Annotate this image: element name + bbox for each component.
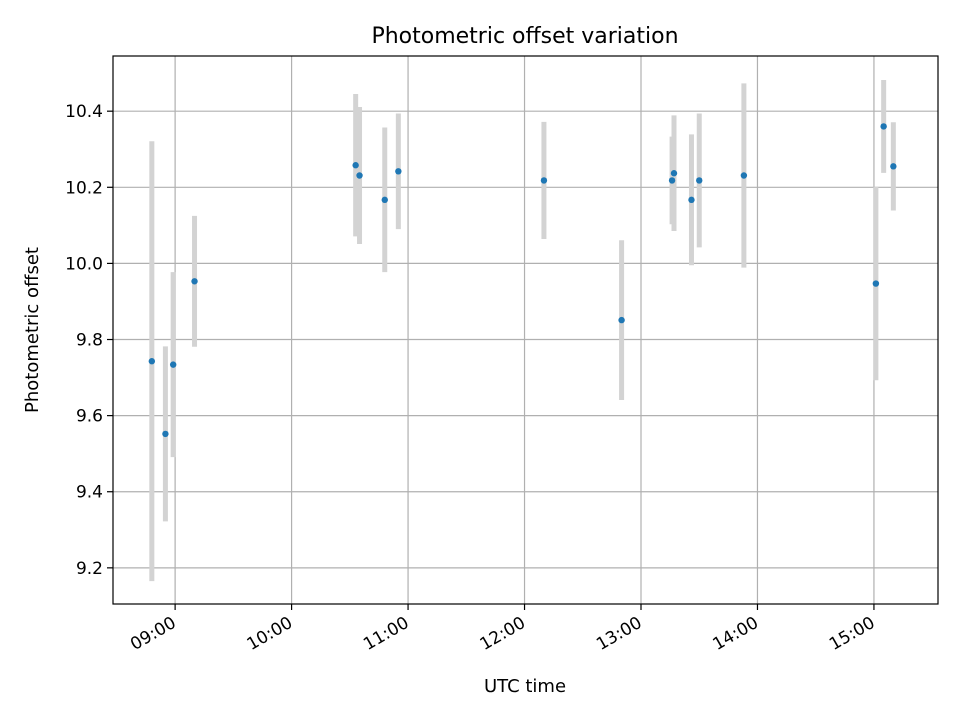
y-tick-label: 9.2 [76, 559, 103, 579]
plot-frame [112, 55, 939, 605]
data-point [872, 280, 880, 287]
data-points [148, 123, 897, 438]
data-point [618, 316, 625, 324]
y-tick-label: 9.4 [76, 483, 103, 503]
data-point [688, 196, 695, 204]
data-point [148, 358, 156, 365]
y-axis-label: Photometric offset [22, 247, 43, 413]
y-axis-ticks: 9.2 9.4 9.6 9.8 10.0 10.2 10.4 [65, 102, 113, 579]
data-point [352, 162, 359, 169]
data-point [668, 177, 676, 184]
data-point [191, 278, 198, 285]
y-tick-label: 10.4 [65, 102, 103, 122]
data-point [890, 163, 897, 170]
y-tick-label: 10.0 [65, 254, 103, 274]
y-tick-label: 9.8 [76, 331, 103, 351]
data-point [169, 361, 177, 368]
data-point [381, 196, 388, 204]
y-tick-label: 10.2 [65, 178, 103, 198]
data-point [356, 172, 363, 179]
data-point [540, 177, 548, 184]
x-axis-label: UTC time [484, 676, 566, 697]
data-point [696, 177, 703, 184]
data-point [395, 168, 402, 175]
data-point [880, 123, 887, 130]
data-point [162, 430, 169, 438]
data-point [670, 170, 678, 177]
grid-lines [113, 56, 938, 604]
chart-title: Photometric offset variation [371, 24, 678, 49]
y-tick-label: 9.6 [76, 407, 103, 427]
data-point [740, 172, 748, 179]
